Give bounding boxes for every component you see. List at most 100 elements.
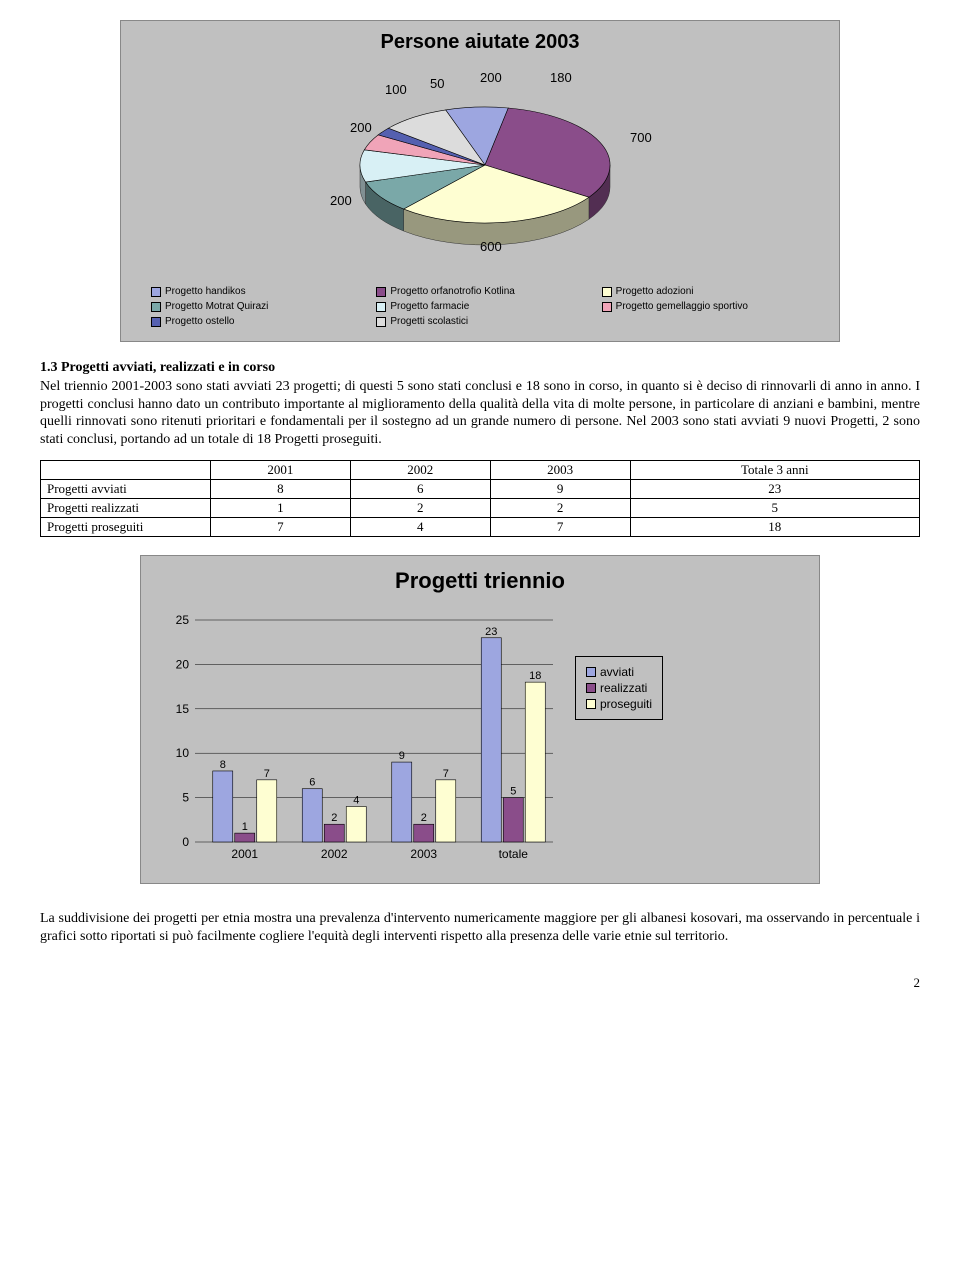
svg-text:2002: 2002 xyxy=(321,847,348,861)
pie-data-label: 100 xyxy=(385,82,407,97)
legend-label: Progetto adozioni xyxy=(616,286,694,297)
svg-text:8: 8 xyxy=(220,759,226,771)
bar xyxy=(392,762,412,842)
table-row-header: Progetti realizzati xyxy=(41,499,211,518)
bar xyxy=(503,798,523,842)
svg-text:2: 2 xyxy=(421,812,427,824)
legend-item: realizzati xyxy=(586,681,652,695)
legend-label: Progetto ostello xyxy=(165,316,235,327)
bar xyxy=(213,771,233,842)
legend-item: Progetto farmacie xyxy=(376,301,583,312)
pie-data-label: 200 xyxy=(350,120,372,135)
section-body-text: Nel triennio 2001-2003 sono stati avviat… xyxy=(40,378,920,448)
table-row: Progetti avviati86923 xyxy=(41,480,920,499)
svg-text:2: 2 xyxy=(331,812,337,824)
svg-text:7: 7 xyxy=(264,768,270,780)
table-column-header: 2003 xyxy=(490,461,630,480)
svg-text:23: 23 xyxy=(485,626,497,638)
table-cell: 5 xyxy=(630,499,919,518)
legend-item: avviati xyxy=(586,665,652,679)
svg-text:10: 10 xyxy=(176,746,190,760)
table-column-header: 2001 xyxy=(211,461,351,480)
table-cell: 2 xyxy=(490,499,630,518)
legend-swatch xyxy=(602,287,612,297)
bar-chart-title: Progetti triennio xyxy=(161,568,799,594)
legend-swatch xyxy=(586,667,596,677)
pie-chart-title: Persone aiutate 2003 xyxy=(141,31,819,54)
legend-label: Progetto handikos xyxy=(165,286,246,297)
bar xyxy=(436,780,456,842)
legend-label: realizzati xyxy=(600,681,647,695)
pie-chart: 18070060020020010050200 xyxy=(290,70,670,270)
svg-text:2001: 2001 xyxy=(231,847,258,861)
table-cell: 9 xyxy=(490,480,630,499)
pie-data-label: 180 xyxy=(550,70,572,85)
table-column-header: Totale 3 anni xyxy=(630,461,919,480)
svg-text:25: 25 xyxy=(176,613,190,627)
pie-data-label: 600 xyxy=(480,239,502,254)
legend-item: Progetto ostello xyxy=(151,316,358,327)
svg-text:totale: totale xyxy=(499,847,529,861)
svg-text:1: 1 xyxy=(242,821,248,833)
table-cell: 6 xyxy=(350,480,490,499)
legend-item: Progetti scolastici xyxy=(376,316,583,327)
pie-data-label: 200 xyxy=(480,70,502,85)
svg-text:20: 20 xyxy=(176,657,190,671)
pie-data-label: 700 xyxy=(630,130,652,145)
legend-label: Progetto Motrat Quirazi xyxy=(165,301,268,312)
bar-chart: 051015202581720016242002927200323518tota… xyxy=(161,606,561,871)
svg-text:4: 4 xyxy=(353,794,359,806)
legend-item: proseguiti xyxy=(586,697,652,711)
legend-label: Progetto orfanotrofio Kotlina xyxy=(390,286,515,297)
legend-swatch xyxy=(586,699,596,709)
bar-legend: avviati realizzati proseguiti xyxy=(575,656,663,720)
projects-table: 200120022003Totale 3 anni Progetti avvia… xyxy=(40,460,920,537)
svg-text:6: 6 xyxy=(309,777,315,789)
legend-item: Progetto handikos xyxy=(151,286,358,297)
legend-swatch xyxy=(586,683,596,693)
table-row-header: Progetti proseguiti xyxy=(41,518,211,537)
bar xyxy=(302,789,322,842)
legend-swatch xyxy=(602,302,612,312)
legend-item: Progetto orfanotrofio Kotlina xyxy=(376,286,583,297)
legend-label: Progetto gemellaggio sportivo xyxy=(616,301,748,312)
table-cell: 4 xyxy=(350,518,490,537)
legend-item: Progetto Motrat Quirazi xyxy=(151,301,358,312)
bar xyxy=(346,806,366,842)
legend-item: Progetto adozioni xyxy=(602,286,809,297)
table-row: Progetti proseguiti74718 xyxy=(41,518,920,537)
legend-label: proseguiti xyxy=(600,697,652,711)
table-row: Progetti realizzati1225 xyxy=(41,499,920,518)
bar xyxy=(324,824,344,842)
svg-text:15: 15 xyxy=(176,702,190,716)
table-cell: 7 xyxy=(490,518,630,537)
legend-label: Progetto farmacie xyxy=(390,301,469,312)
table-cell: 8 xyxy=(211,480,351,499)
bar-chart-panel: Progetti triennio 0510152025817200162420… xyxy=(140,555,820,884)
legend-swatch xyxy=(151,317,161,327)
legend-swatch xyxy=(376,302,386,312)
section-heading: 1.3 Progetti avviati, realizzati e in co… xyxy=(40,360,920,376)
table-corner xyxy=(41,461,211,480)
legend-swatch xyxy=(151,287,161,297)
legend-swatch xyxy=(376,287,386,297)
pie-data-label: 200 xyxy=(330,193,352,208)
table-cell: 23 xyxy=(630,480,919,499)
svg-text:9: 9 xyxy=(399,750,405,762)
table-cell: 2 xyxy=(350,499,490,518)
legend-label: avviati xyxy=(600,665,634,679)
svg-text:2003: 2003 xyxy=(410,847,437,861)
page-number: 2 xyxy=(40,975,920,991)
pie-chart-panel: Persone aiutate 2003 1807006002002001005… xyxy=(120,20,840,342)
svg-text:18: 18 xyxy=(529,670,541,682)
svg-text:5: 5 xyxy=(510,786,516,798)
legend-item: Progetto gemellaggio sportivo xyxy=(602,301,809,312)
pie-legend: Progetto handikos Progetto orfanotrofio K… xyxy=(141,286,819,327)
legend-swatch xyxy=(151,302,161,312)
legend-label: Progetti scolastici xyxy=(390,316,468,327)
svg-text:7: 7 xyxy=(443,768,449,780)
table-column-header: 2002 xyxy=(350,461,490,480)
bar xyxy=(481,638,501,842)
footer-paragraph: La suddivisione dei progetti per etnia m… xyxy=(40,910,920,945)
bar xyxy=(414,824,434,842)
